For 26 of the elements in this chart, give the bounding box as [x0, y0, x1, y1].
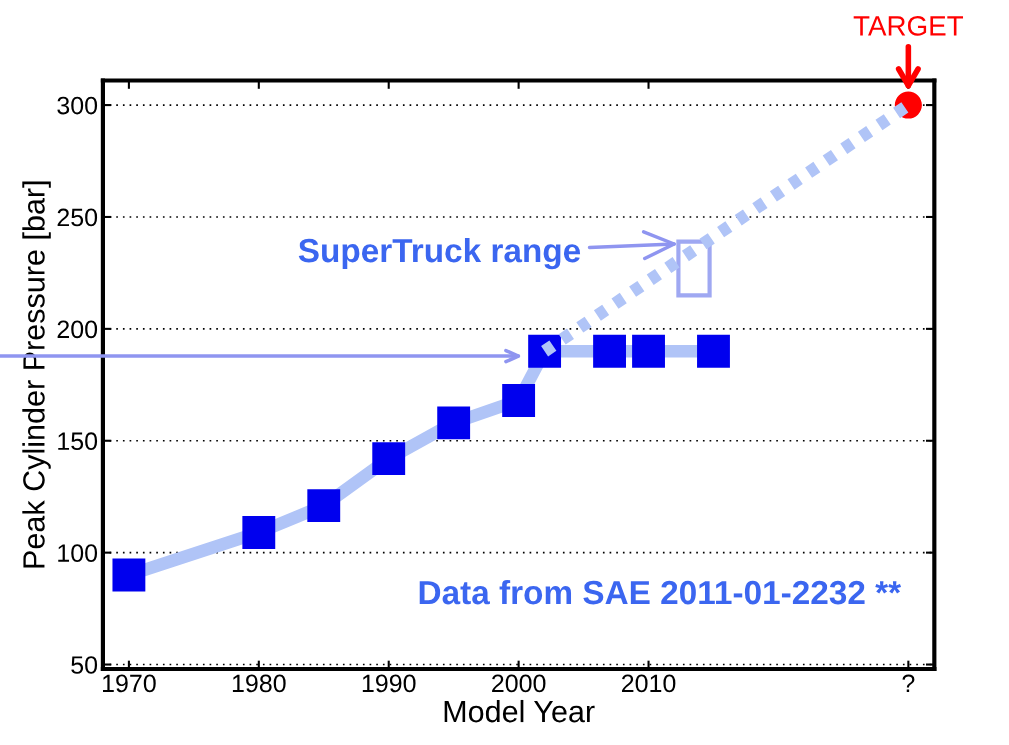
annotation: TARGET [853, 16, 964, 36]
x-tick-label: 1980 [232, 674, 286, 693]
y-tick-label: 50 [71, 656, 98, 674]
y-tick-label: 200 [57, 320, 98, 339]
y-axis-title: Peak Cylinder Pressure [bar] [22, 181, 51, 568]
y-tick-label: 100 [58, 544, 98, 562]
point [372, 442, 406, 476]
y-tick-label: 150 [58, 432, 98, 451]
annotation: SuperTruck range [298, 237, 581, 270]
point [307, 489, 341, 523]
point [437, 406, 471, 440]
x-tick-label: 2000 [492, 674, 546, 693]
y-tick-label: 250 [57, 208, 98, 227]
point [242, 516, 276, 549]
x-tick-label: 1990 [362, 674, 416, 693]
x-tick-label: 2010 [621, 674, 676, 693]
point [697, 334, 730, 368]
annotation: Data from SAE 2011-01-2232 ** [419, 579, 902, 605]
x-tick-label: 1970 [103, 674, 156, 693]
x-tick-label: ? [902, 674, 915, 692]
point [593, 334, 626, 368]
y-tick-label: 300 [57, 96, 98, 115]
x-axis-title: Model Year [444, 699, 595, 723]
point [632, 334, 665, 368]
point [112, 558, 146, 592]
point [502, 384, 536, 417]
